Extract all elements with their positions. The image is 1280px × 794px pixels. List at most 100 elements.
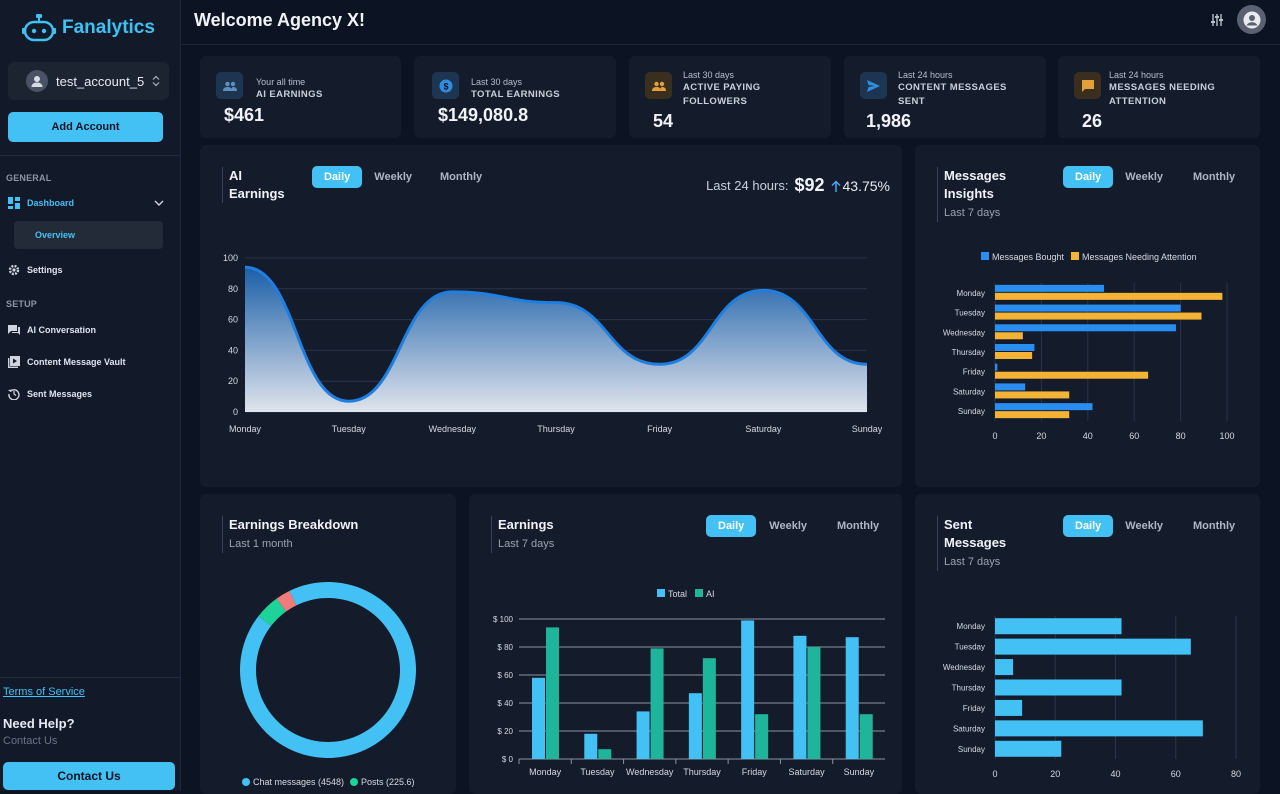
- add-account-button[interactable]: Add Account: [8, 112, 163, 142]
- bar: [741, 620, 754, 759]
- y-tick-label: 0: [233, 407, 238, 417]
- contact-us-button[interactable]: Contact Us: [3, 762, 175, 790]
- send-icon: [860, 72, 887, 99]
- x-tick-label: Thursday: [683, 767, 721, 777]
- need-help-heading: Need Help?: [3, 716, 75, 731]
- y-tick-label: Friday: [963, 368, 985, 377]
- x-tick-label: Sunday: [852, 424, 883, 434]
- bar: [995, 344, 1034, 351]
- top-header: Welcome Agency X!: [182, 0, 1280, 45]
- messages-insights-panel: Messages Insights Last 7 days Daily Week…: [915, 145, 1260, 487]
- kpi-value: $149,080.8: [438, 105, 528, 126]
- sent-messages-panel: Sent Messages Last 7 days Daily Weekly M…: [915, 494, 1260, 794]
- kpi-value: 54: [653, 111, 673, 132]
- divider: [0, 155, 181, 156]
- x-tick-label: 20: [1050, 769, 1060, 779]
- sidebar-item-ai-conversation[interactable]: AI Conversation: [8, 324, 168, 336]
- sidebar-item-label: Sent Messages: [27, 389, 92, 399]
- divider: [0, 677, 181, 678]
- bar: [598, 749, 611, 759]
- bar: [584, 734, 597, 759]
- x-tick-label: 0: [992, 431, 997, 441]
- x-tick-label: Friday: [742, 767, 768, 777]
- y-tick-label: 100: [223, 253, 238, 263]
- y-tick-label: $ 0: [502, 755, 514, 764]
- legend-label: Chat messages (4548): [253, 777, 344, 787]
- y-tick-label: Thursday: [952, 348, 985, 357]
- kpi-period: Last 30 days: [471, 77, 522, 87]
- legend-swatch: [1071, 252, 1079, 260]
- x-tick-label: 60: [1171, 769, 1181, 779]
- x-tick-label: 0: [992, 769, 997, 779]
- sidebar: Fanalytics test_account_5 Add Account GE…: [0, 0, 181, 791]
- y-tick-label: Sunday: [958, 407, 985, 416]
- y-tick-label: 20: [228, 376, 238, 386]
- kpi-value: 1,986: [866, 111, 911, 132]
- legend-label: Messages Bought: [992, 252, 1065, 262]
- account-switcher[interactable]: test_account_5: [8, 62, 169, 100]
- legend-label: Total: [668, 589, 687, 599]
- y-tick-label: 60: [228, 315, 238, 325]
- bar: [995, 313, 1201, 320]
- bar: [532, 678, 545, 759]
- x-tick-label: Monday: [529, 767, 562, 777]
- kpi-card-messages-attention: Last 24 hours MESSAGES NEEDING ATTENTION…: [1058, 56, 1260, 138]
- sidebar-item-dashboard[interactable]: Dashboard: [8, 197, 168, 209]
- x-tick-label: Friday: [647, 424, 673, 434]
- bar: [793, 636, 806, 759]
- bar: [995, 324, 1176, 331]
- chevron-down-icon[interactable]: [154, 199, 164, 207]
- dollar-coin-icon: $: [432, 72, 459, 99]
- filter-sliders-icon[interactable]: [1210, 13, 1224, 27]
- bar: [807, 647, 820, 759]
- bar: [995, 364, 997, 371]
- x-tick-label: 20: [1036, 431, 1046, 441]
- kpi-label: CONTENT MESSAGES SENT: [898, 81, 1018, 109]
- x-tick-label: 100: [1219, 431, 1234, 441]
- sidebar-item-label: Dashboard: [27, 198, 74, 208]
- y-tick-label: Wednesday: [943, 328, 985, 337]
- bar: [846, 637, 859, 759]
- sidebar-item-sent-messages[interactable]: Sent Messages: [8, 388, 168, 400]
- sidebar-item-content-vault[interactable]: Content Message Vault: [8, 356, 168, 368]
- y-tick-label: Wednesday: [943, 663, 985, 672]
- x-tick-label: 40: [1083, 431, 1093, 441]
- y-tick-label: 40: [228, 345, 238, 355]
- x-tick-label: 60: [1129, 431, 1139, 441]
- sidebar-item-overview[interactable]: Overview: [14, 221, 163, 249]
- legend-swatch: [242, 778, 250, 786]
- message-icon: [1074, 72, 1101, 99]
- sidebar-item-label: Settings: [27, 265, 63, 275]
- x-tick-label: 80: [1231, 769, 1241, 779]
- x-tick-label: Tuesday: [580, 767, 615, 777]
- bar: [995, 680, 1122, 696]
- sidebar-item-settings[interactable]: Settings: [8, 264, 168, 276]
- terms-of-service-link[interactable]: Terms of Service: [3, 686, 85, 698]
- bar: [995, 720, 1203, 736]
- bar: [995, 305, 1181, 312]
- profile-avatar-icon[interactable]: [1237, 5, 1266, 34]
- sidebar-item-label: Content Message Vault: [27, 357, 126, 367]
- kpi-label: AI EARNINGS: [256, 88, 323, 102]
- bar: [637, 711, 650, 759]
- contact-us-text: Contact Us: [3, 735, 57, 747]
- earnings-panel: Earnings Last 7 days Daily Weekly Monthl…: [469, 494, 902, 794]
- svg-text:$: $: [443, 81, 448, 91]
- people-icon: [645, 72, 672, 99]
- setup-section-label: SETUP: [6, 299, 37, 309]
- y-tick-label: $ 80: [497, 643, 513, 652]
- updown-chevron-icon: [152, 75, 160, 87]
- bar: [995, 391, 1069, 398]
- kpi-label: MESSAGES NEEDING ATTENTION: [1109, 81, 1229, 109]
- bar: [995, 741, 1061, 757]
- bar: [755, 714, 768, 759]
- bar: [995, 372, 1148, 379]
- y-tick-label: Friday: [963, 704, 985, 713]
- bar: [651, 648, 664, 759]
- app-logo[interactable]: Fanalytics: [22, 14, 155, 42]
- bar: [703, 658, 716, 759]
- x-tick-label: Tuesday: [332, 424, 367, 434]
